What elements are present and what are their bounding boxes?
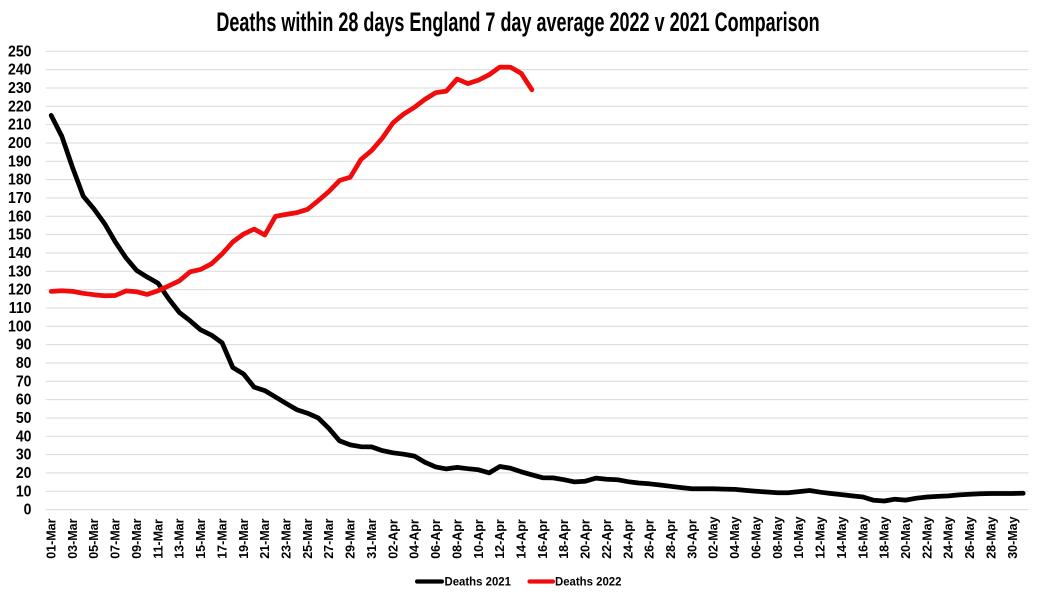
svg-text:160: 160 [8, 209, 31, 226]
svg-text:210: 210 [8, 117, 31, 134]
svg-text:20: 20 [16, 465, 32, 482]
svg-text:130: 130 [8, 264, 31, 281]
svg-text:140: 140 [8, 245, 31, 262]
svg-text:190: 190 [8, 154, 31, 171]
svg-text:02-May: 02-May [707, 516, 721, 558]
svg-text:110: 110 [9, 300, 32, 317]
svg-text:16-May: 16-May [856, 516, 870, 558]
svg-text:04-May: 04-May [728, 516, 742, 558]
svg-text:30-Apr: 30-Apr [685, 519, 699, 559]
svg-text:25-Mar: 25-Mar [301, 518, 315, 558]
svg-text:Deaths 2021: Deaths 2021 [445, 575, 512, 588]
svg-text:14-Apr: 14-Apr [514, 519, 528, 559]
svg-text:10: 10 [16, 484, 32, 501]
svg-text:170: 170 [8, 190, 31, 207]
svg-text:03-Mar: 03-Mar [66, 518, 80, 558]
svg-text:31-Mar: 31-Mar [365, 518, 379, 558]
svg-text:12-May: 12-May [814, 516, 828, 558]
svg-text:240: 240 [8, 62, 31, 79]
svg-text:22-May: 22-May [920, 516, 934, 558]
svg-text:02-Apr: 02-Apr [386, 519, 400, 559]
svg-text:28-Apr: 28-Apr [664, 519, 678, 559]
svg-text:19-Mar: 19-Mar [237, 518, 251, 558]
svg-text:07-Mar: 07-Mar [109, 518, 123, 558]
svg-text:04-Apr: 04-Apr [408, 519, 422, 559]
svg-text:120: 120 [8, 282, 31, 299]
svg-text:26-May: 26-May [963, 516, 977, 558]
svg-text:250: 250 [8, 44, 31, 61]
svg-text:17-Mar: 17-Mar [215, 518, 229, 558]
svg-text:180: 180 [8, 172, 31, 189]
svg-text:230: 230 [8, 80, 31, 97]
svg-text:20-May: 20-May [899, 516, 913, 558]
svg-text:13-Mar: 13-Mar [173, 518, 187, 558]
svg-text:18-May: 18-May [878, 516, 892, 558]
svg-text:27-Mar: 27-Mar [322, 518, 336, 558]
svg-text:09-Mar: 09-Mar [130, 518, 144, 558]
svg-text:01-Mar: 01-Mar [45, 518, 59, 558]
svg-text:24-Apr: 24-Apr [621, 519, 635, 559]
svg-text:18-Apr: 18-Apr [557, 519, 571, 559]
svg-text:08-Apr: 08-Apr [450, 519, 464, 559]
svg-text:30: 30 [16, 447, 32, 464]
svg-text:100: 100 [8, 319, 31, 336]
svg-text:220: 220 [8, 99, 31, 116]
svg-text:14-May: 14-May [835, 516, 849, 558]
svg-text:06-Apr: 06-Apr [429, 519, 443, 559]
svg-text:90: 90 [16, 337, 32, 354]
svg-text:Deaths within 28 days England: Deaths within 28 days England 7 day aver… [216, 6, 819, 37]
svg-text:50: 50 [16, 410, 32, 427]
svg-text:0: 0 [24, 502, 32, 519]
svg-text:08-May: 08-May [771, 516, 785, 558]
svg-text:80: 80 [16, 355, 32, 372]
svg-text:15-Mar: 15-Mar [194, 518, 208, 558]
svg-text:23-Mar: 23-Mar [279, 518, 293, 558]
svg-text:16-Apr: 16-Apr [536, 519, 550, 559]
svg-text:28-May: 28-May [984, 516, 998, 558]
svg-text:10-Apr: 10-Apr [472, 519, 486, 559]
svg-text:11-Mar: 11-Mar [151, 519, 165, 559]
svg-text:26-Apr: 26-Apr [643, 519, 657, 559]
svg-text:20-Apr: 20-Apr [579, 519, 593, 559]
svg-text:70: 70 [16, 374, 32, 391]
svg-text:05-Mar: 05-Mar [87, 518, 101, 558]
svg-text:21-Mar: 21-Mar [258, 518, 272, 558]
svg-text:Deaths 2022: Deaths 2022 [555, 575, 622, 588]
svg-text:24-May: 24-May [942, 516, 956, 558]
svg-text:150: 150 [8, 227, 31, 244]
svg-text:60: 60 [16, 392, 32, 409]
svg-text:12-Apr: 12-Apr [493, 519, 507, 559]
svg-text:200: 200 [8, 135, 31, 152]
svg-text:06-May: 06-May [749, 516, 763, 558]
svg-text:22-Apr: 22-Apr [600, 519, 614, 559]
svg-text:10-May: 10-May [792, 516, 806, 558]
svg-text:30-May: 30-May [1006, 516, 1020, 558]
svg-text:40: 40 [16, 429, 32, 446]
svg-text:29-Mar: 29-Mar [344, 518, 358, 558]
